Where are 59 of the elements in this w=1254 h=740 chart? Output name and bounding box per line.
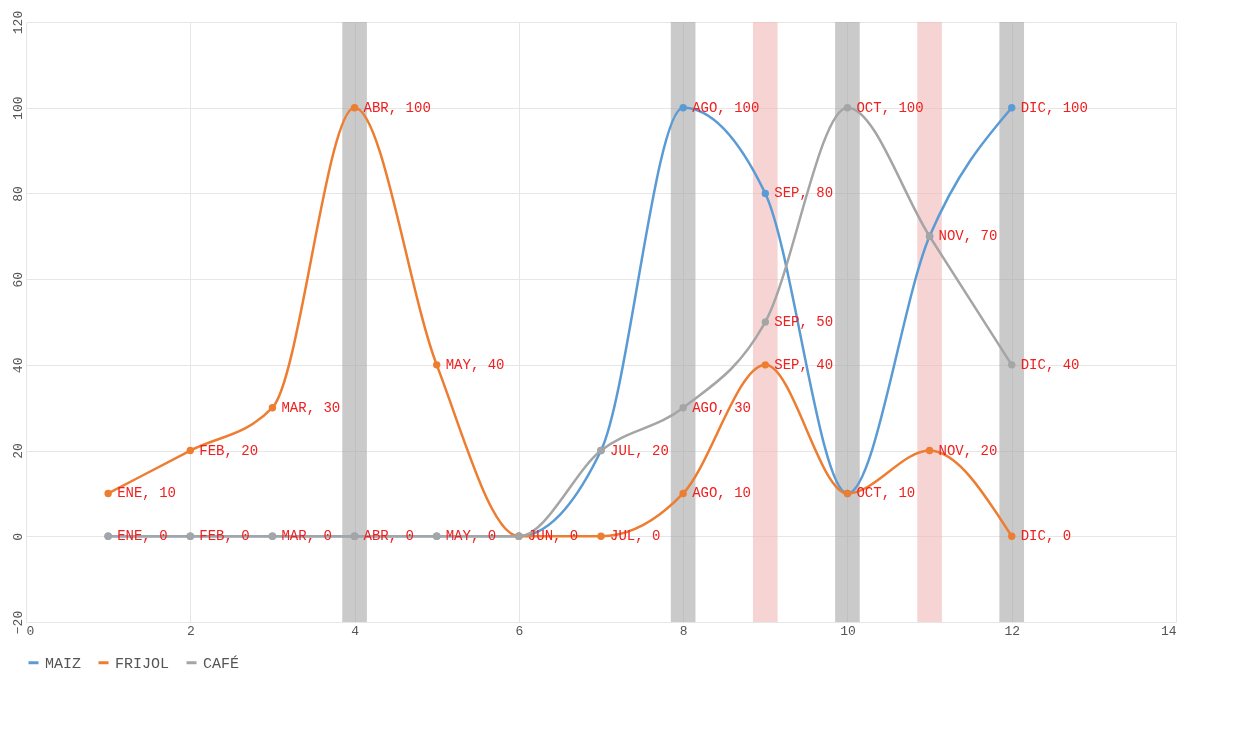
point xyxy=(1008,104,1016,112)
data-label: DIC, 40 xyxy=(1020,356,1080,373)
data-label: MAY, 0 xyxy=(445,528,497,545)
x-tick-label: 4 xyxy=(351,623,360,639)
data-label: AGO, 10 xyxy=(692,485,751,502)
point xyxy=(679,404,687,412)
data-label: MAR, 30 xyxy=(281,399,341,416)
x-tick-label: 12 xyxy=(1004,623,1021,639)
point xyxy=(679,104,687,112)
data-label: FEB, 20 xyxy=(199,442,259,459)
y-tick-label: 100 xyxy=(10,96,26,120)
data-label: JUL, 20 xyxy=(610,442,669,459)
data-label: AGO, 30 xyxy=(692,399,751,416)
data-label: NOV, 70 xyxy=(938,228,998,245)
point xyxy=(268,404,277,412)
data-label: FEB, 0 xyxy=(199,528,250,545)
data-label: ENE, 10 xyxy=(117,485,176,502)
data-label: ENE, 0 xyxy=(117,528,168,545)
point xyxy=(843,104,852,112)
data-label: ABR, 100 xyxy=(363,99,431,116)
data-label: JUL, 0 xyxy=(610,528,661,545)
data-label: SEP, 40 xyxy=(774,356,834,373)
point xyxy=(597,532,605,540)
y-tick-label: 80 xyxy=(10,186,26,202)
x-tick-label: 8 xyxy=(679,623,688,639)
y-tick-label: −20 xyxy=(10,610,26,635)
y-tick-label: 120 xyxy=(10,10,26,35)
data-label: OCT, 10 xyxy=(856,485,916,502)
data-label: AGO, 100 xyxy=(692,99,760,116)
y-tick-label: 0 xyxy=(10,532,26,541)
y-tick-label: 40 xyxy=(10,357,26,374)
data-label: OCT, 100 xyxy=(856,99,924,116)
legend-label: FRIJOL xyxy=(115,655,170,673)
point xyxy=(761,318,769,326)
legend-label: MAIZ xyxy=(45,655,82,673)
legend-label: CAFÉ xyxy=(203,654,240,673)
x-tick-label: 2 xyxy=(186,623,195,639)
point xyxy=(761,361,769,369)
x-tick-label: 14 xyxy=(1160,623,1177,639)
point xyxy=(104,489,112,498)
point xyxy=(679,489,687,498)
y-tick-label: 20 xyxy=(10,443,26,459)
data-label: ABR, 0 xyxy=(363,528,414,545)
data-label: DIC, 100 xyxy=(1020,99,1088,116)
data-label: MAR, 0 xyxy=(281,528,332,545)
x-tick-label: 10 xyxy=(840,623,856,639)
point xyxy=(1008,361,1016,369)
data-label: SEP, 80 xyxy=(774,185,834,202)
point xyxy=(1008,532,1016,540)
point xyxy=(761,189,769,198)
x-tick-label: 6 xyxy=(515,623,524,639)
data-label: NOV, 20 xyxy=(938,442,998,459)
point xyxy=(433,361,441,369)
point xyxy=(350,104,359,112)
data-label: MAY, 40 xyxy=(445,356,505,373)
point xyxy=(925,446,934,455)
y-tick-label: 60 xyxy=(10,271,26,288)
data-label: DIC, 0 xyxy=(1020,528,1072,545)
point xyxy=(186,446,194,455)
